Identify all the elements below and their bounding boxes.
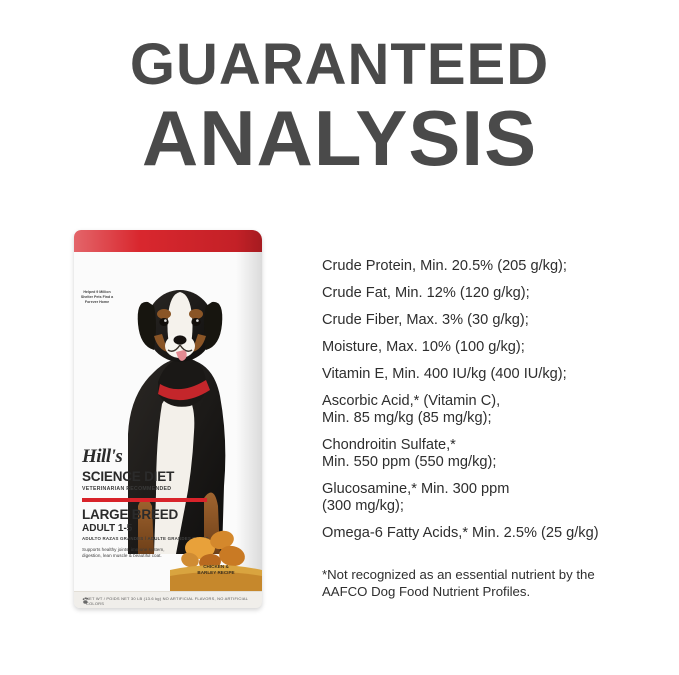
analysis-item: Moisture, Max. 10% (100 g/kg);: [322, 339, 662, 356]
benefits-text: Supports healthy joints, immune system, …: [82, 547, 165, 558]
product-bag-image: Helped 9 Million Shelter Pets Find a For…: [74, 230, 262, 608]
bag-side-shading: [236, 230, 262, 608]
page-title-line-2: ANALYSIS: [141, 94, 538, 182]
life-stage-label: ADULT 1-5: [82, 523, 133, 534]
bag-body: Helped 9 Million Shelter Pets Find a For…: [74, 230, 262, 608]
analysis-item: Crude Protein, Min. 20.5% (205 g/kg);: [322, 258, 662, 275]
analysis-item-line-2: Min. 550 ppm (550 mg/kg);: [322, 454, 497, 470]
analysis-item: Crude Fiber, Max. 3% (30 g/kg);: [322, 312, 662, 329]
analysis-item-line-1: Vitamin E, Min. 400 IU/kg (400 IU/kg);: [322, 366, 567, 382]
analysis-item: Vitamin E, Min. 400 IU/kg (400 IU/kg);: [322, 366, 662, 383]
vet-recommended-label: VETERINARIAN RECOMMENDED: [82, 486, 172, 492]
recipe-label-line-2: BARLEY RECIPE: [197, 570, 235, 575]
bag-bottom-strip: NET WT / POIDS NET 30 LB (13.6 kg) NO AR…: [74, 591, 262, 608]
hills-brand-logo: Hill's: [82, 446, 123, 467]
recipe-label: CHICKEN & BARLEY RECIPE: [186, 564, 246, 576]
footnote-line-1: *Not recognized as an essential nutrient…: [322, 567, 595, 582]
bag-top-band: [74, 230, 262, 252]
analysis-item-line-1: Crude Fat, Min. 12% (120 g/kg);: [322, 285, 530, 301]
bag-top-highlight: [74, 230, 262, 252]
footnote-line-2: AAFCO Dog Food Nutrient Profiles.: [322, 584, 531, 599]
paw-icon: [82, 597, 89, 604]
analysis-item-line-1: Glucosamine,* Min. 300 ppm: [322, 481, 510, 497]
shelter-pets-note: Helped 9 Million Shelter Pets Find a For…: [80, 290, 114, 304]
analysis-item-line-1: Moisture, Max. 10% (100 g/kg);: [322, 339, 525, 355]
guaranteed-analysis-list: Crude Protein, Min. 20.5% (205 g/kg); Cr…: [322, 258, 662, 552]
net-weight-text: NET WT / POIDS NET 30 LB (13.6 kg) NO AR…: [86, 596, 248, 606]
bag-branding: Hill's SCIENCE DIET VETERINARIAN RECOMME…: [82, 446, 202, 492]
analysis-item-line-2: Min. 85 mg/kg (85 mg/kg);: [322, 410, 492, 426]
recipe-label-line-1: CHICKEN &: [203, 564, 229, 569]
analysis-item-line-1: Crude Fiber, Max. 3% (30 g/kg);: [322, 312, 529, 328]
analysis-item: Ascorbic Acid,* (Vitamin C), Min. 85 mg/…: [322, 393, 662, 427]
analysis-item-line-1: Omega-6 Fatty Acids,* Min. 2.5% (25 g/kg…: [322, 525, 599, 541]
analysis-item: Omega-6 Fatty Acids,* Min. 2.5% (25 g/kg…: [322, 525, 662, 542]
page-title-line-1: GUARANTEED: [129, 32, 550, 97]
page-title: GUARANTEED ANALYSIS: [0, 32, 679, 182]
dog-photo: [110, 254, 242, 564]
kibble-illustration: [170, 530, 262, 592]
analysis-item-line-1: Chondroitin Sulfate,*: [322, 437, 456, 453]
analysis-item-line-1: Crude Protein, Min. 20.5% (205 g/kg);: [322, 258, 567, 274]
analysis-item: Glucosamine,* Min. 300 ppm (300 mg/kg);: [322, 481, 662, 515]
multilingual-life-stage-label: ADULTO RAZAS GRANDES / ADULTE GRANDES RA…: [82, 536, 209, 541]
red-divider-bar: [82, 498, 207, 502]
bernese-dog-illustration: [128, 290, 226, 554]
analysis-item-line-1: Ascorbic Acid,* (Vitamin C),: [322, 393, 501, 409]
footnote: *Not recognized as an essential nutrient…: [322, 566, 652, 600]
science-diet-label: SCIENCE DIET: [82, 469, 175, 484]
analysis-item: Chondroitin Sulfate,* Min. 550 ppm (550 …: [322, 437, 662, 471]
analysis-item-line-2: (300 mg/kg);: [322, 498, 404, 514]
breed-size-label: LARGE BREED: [82, 507, 179, 522]
analysis-item: Crude Fat, Min. 12% (120 g/kg);: [322, 285, 662, 302]
